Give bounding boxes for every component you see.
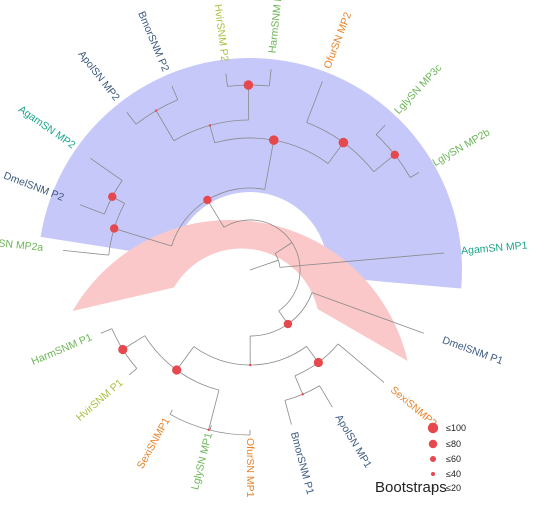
branch-line: [306, 81, 323, 123]
leaf-label-bmor2: BmorSNM P2: [135, 10, 171, 74]
leaf-label-hvir1: HvirSNM P1: [74, 377, 126, 424]
branch-line: [373, 154, 396, 172]
branch-line: [208, 389, 220, 430]
bootstrap-node-n16: [172, 365, 182, 375]
bootstrap-node-n17: [301, 393, 304, 396]
legend-dot-40: [431, 472, 435, 476]
leaf-label-sexi2: SexiSNMP2: [388, 384, 439, 430]
legend-label-100: ≤100: [446, 423, 466, 433]
branch-root: [249, 259, 279, 271]
branch-line: [176, 346, 195, 371]
legend-dot-60: [430, 456, 436, 462]
branch-line: [375, 124, 386, 135]
branch-line: [284, 400, 292, 425]
branch-line: [171, 85, 179, 100]
leaf-label-agam2: AgamSN MP2: [16, 103, 78, 151]
branch-line: [410, 172, 420, 178]
branch-line: [337, 343, 385, 383]
bootstrap-node-n4: [208, 124, 212, 127]
legend-label-20: ≤20: [446, 483, 461, 493]
legend-dot-100: [427, 422, 439, 434]
branch-line: [225, 73, 228, 87]
legend-dot-80: [428, 439, 438, 449]
branch-line: [79, 204, 105, 215]
legend-label-40: ≤40: [446, 469, 461, 479]
branch-line: [274, 242, 293, 254]
branch-line: [268, 69, 272, 87]
branch-line: [126, 112, 137, 125]
branch-line: [264, 151, 273, 190]
bootstrap-node-n7: [110, 224, 119, 233]
bootstrap-node-n8: [268, 135, 279, 145]
leaf-label-lgly2b: LglySN MP2b: [430, 126, 492, 169]
bootstrap-node-n20: [283, 319, 293, 329]
leaf-label-harm1: HarmSNM P1: [30, 331, 94, 367]
branch-line: [279, 252, 445, 268]
branch-line: [100, 328, 113, 334]
legend-dot-20: [431, 486, 435, 490]
branch-line: [155, 110, 175, 141]
leaf-label-sexi1: SexiSNMP1: [135, 416, 173, 471]
branch-line: [62, 249, 109, 256]
bootstrap-node-n2: [154, 109, 158, 112]
bootstrap-node-n5: [390, 150, 399, 160]
leaf-label-lgly3c: LglySN MP3c: [392, 62, 444, 117]
clade-snmp2-background: [40, 57, 462, 289]
branch-arc: [223, 219, 301, 312]
branch-line: [90, 157, 123, 181]
branch-line: [128, 368, 138, 376]
leaf-label-ofur1: OfurSN MP1: [244, 438, 256, 498]
legend-label-80: ≤80: [446, 439, 461, 449]
bootstrap-node-n18: [313, 357, 324, 368]
bootstrap-node-n15: [207, 428, 210, 431]
bootstrap-legend: ≤100 ≤80 ≤60 ≤40 ≤20 Bootstraps: [375, 422, 466, 496]
bootstrap-node-n1: [108, 192, 117, 201]
branch-line: [319, 385, 333, 408]
bootstrap-node-n3: [243, 80, 254, 90]
bootstrap-node-n14: [118, 344, 128, 355]
bootstrap-node-n19: [249, 363, 252, 367]
leaf-label-apol2: ApolSN MP2: [75, 49, 122, 104]
leaf-label-agam1: AgamSN MP1: [461, 240, 528, 258]
branch-line: [311, 292, 424, 334]
branch-line: [169, 409, 173, 415]
leaf-label-apol1: ApolSN MP1: [333, 413, 374, 471]
leaf-label-bmor1: BmorSNM P1: [288, 431, 316, 496]
bootstrap-nodes: [108, 80, 399, 431]
leaf-label-dmel1: DmelSNM P1: [441, 334, 505, 367]
legend-label-60: ≤60: [446, 454, 461, 464]
leaf-label-ofur2: OfurSN MP2: [322, 10, 355, 70]
branch-line: [209, 425, 212, 431]
clade-snmp1-background: [72, 219, 408, 361]
bootstrap-node-n10: [203, 195, 212, 205]
bootstrap-node-n6: [338, 137, 349, 148]
clade-backgrounds: [40, 57, 462, 361]
leaf-label-lgly2a: LglySN MP2a: [0, 235, 44, 254]
leaf-label-harm2: HarmSNM P2: [267, 0, 286, 54]
branch-line: [114, 228, 172, 247]
leaf-label-lgly1: LglySN MP1: [189, 431, 215, 491]
branch-line: [294, 375, 304, 395]
leaf-label-hvir2: HvirSNM P2: [212, 3, 231, 62]
legend-title: Bootstraps: [375, 479, 447, 496]
branch-line: [209, 125, 216, 143]
branch-line: [207, 199, 225, 228]
